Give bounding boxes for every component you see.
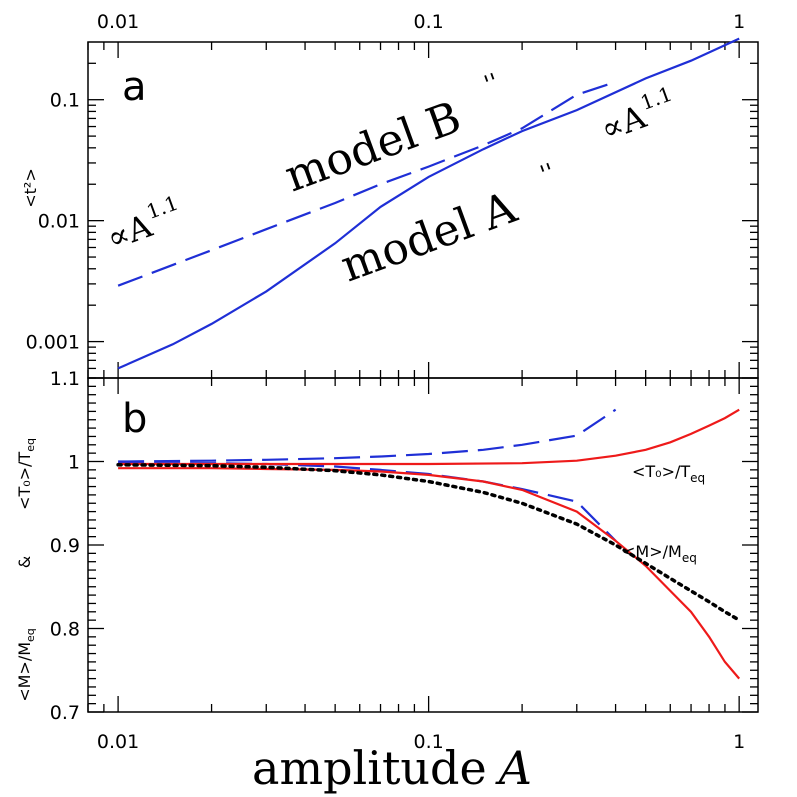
panel-a: 0.01 0.1 1 0.001 0.01 0.1 a <t²> model B '' m… bbox=[21, 11, 759, 379]
series-line-b-dashed-0 bbox=[118, 408, 617, 463]
annotation-model-b-text: model B bbox=[278, 92, 467, 202]
annotation-model-b-prime: '' bbox=[480, 68, 502, 99]
x-tick-label-b: 0.1 bbox=[414, 731, 444, 753]
x-tick-label-a: 0.1 bbox=[414, 11, 444, 33]
annotation-t0-label: <T₀>/Teq bbox=[632, 462, 705, 485]
annotation-prop-left-exponent: 1.1 bbox=[143, 190, 181, 223]
panel-a-series bbox=[117, 37, 740, 370]
y-tick-label-b: 0.8 bbox=[50, 619, 80, 641]
series-line-b-solid-2 bbox=[118, 408, 740, 466]
series-line-a-dashed-1 bbox=[117, 80, 616, 287]
x-axis-title-text: amplitude A bbox=[252, 741, 532, 795]
panel-b-ylabel-bottom: <M>/Meq bbox=[15, 628, 37, 702]
annotation-prop-right: ∝A 1.1 bbox=[596, 81, 676, 148]
series-line-b-dotted-4 bbox=[116, 463, 741, 622]
annotation-model-a-text: model A bbox=[334, 182, 524, 293]
y-tick-label-b: 0.9 bbox=[50, 535, 80, 557]
series-line-b-solid-3 bbox=[118, 467, 741, 680]
y-tick-label-a: 0.01 bbox=[38, 211, 80, 233]
panel-a-ylabel: <t²> bbox=[21, 168, 40, 208]
panel-b-ticks: 0.01 0.1 1 0.7 0.8 0.9 1 1.1 bbox=[50, 368, 758, 753]
annotation-prop-left: ∝A 1.1 bbox=[102, 190, 182, 257]
panel-b-ylabel-top: <T₀>/Teq bbox=[15, 438, 37, 510]
panel-b-ylabel-ampersand: & bbox=[15, 556, 34, 568]
x-tick-label-b: 1 bbox=[733, 731, 745, 753]
panel-a-ticks: 0.01 0.1 1 0.001 0.01 0.1 bbox=[26, 11, 758, 379]
x-tick-label-b: 0.01 bbox=[97, 731, 139, 753]
y-tick-label-a: 0.001 bbox=[26, 332, 80, 354]
annotation-model-a-prime: '' bbox=[536, 158, 558, 189]
y-tick-label-b: 1 bbox=[68, 452, 80, 474]
annotation-model-b: model B '' bbox=[278, 68, 502, 203]
panel-b-series bbox=[116, 408, 741, 680]
y-tick-label-b: 0.7 bbox=[50, 702, 80, 724]
x-axis-title: amplitude A bbox=[252, 741, 532, 795]
y-tick-label-a: 0.1 bbox=[50, 90, 80, 112]
y-tick-label-b: 1.1 bbox=[50, 368, 80, 390]
annotation-m-label: <M>/Meq bbox=[622, 542, 697, 565]
panel-a-letter: a bbox=[122, 64, 147, 110]
x-tick-label-a: 0.01 bbox=[97, 11, 139, 33]
annotation-prop-right-exponent: 1.1 bbox=[637, 81, 675, 114]
x-tick-label-a: 1 bbox=[733, 11, 745, 33]
panel-b: 0.01 0.1 1 0.7 0.8 0.9 1 1.1 b <T₀>/Teq & <M>/M… bbox=[15, 368, 759, 753]
panel-b-letter: b bbox=[122, 396, 147, 442]
annotation-model-a: model A '' bbox=[334, 158, 558, 293]
series-line-a-solid-0 bbox=[117, 37, 740, 370]
